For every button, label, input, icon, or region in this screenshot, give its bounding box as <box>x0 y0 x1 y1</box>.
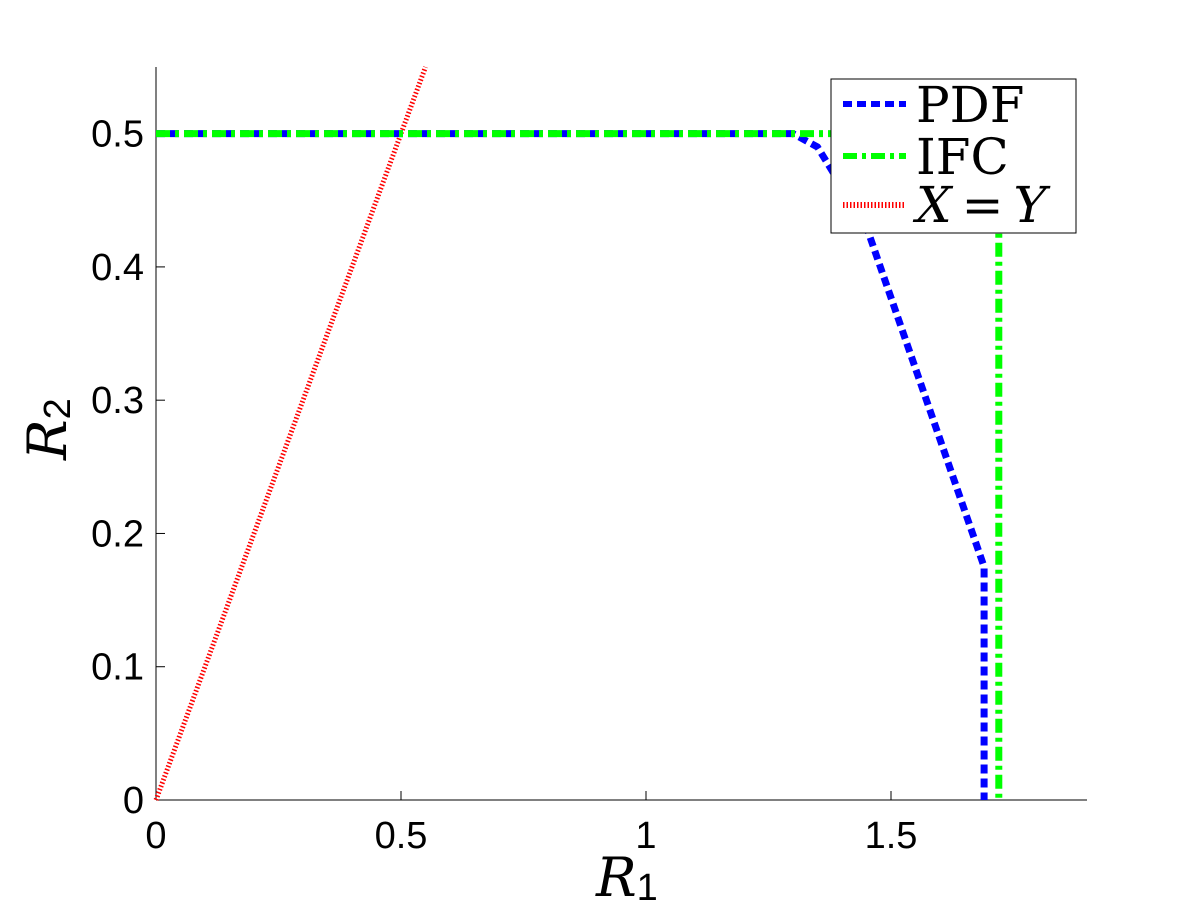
legend-label-pdf: PDF <box>916 76 1024 134</box>
y-axis-label: R2 <box>16 398 79 461</box>
y-tick-label: 0.5 <box>91 114 144 156</box>
x-tick-label: 0 <box>145 815 166 857</box>
series-line-x-y <box>153 66 428 801</box>
legend: PDF IFC X = Y <box>830 76 1077 234</box>
y-tick-label: 0.1 <box>91 647 144 689</box>
legend-label-ifc: IFC <box>916 128 1009 186</box>
tick-labels: 0 0.5 1 1.5 0 0.1 0.2 0.3 0.4 0.5 <box>91 114 917 857</box>
x-tick-label: 1.5 <box>865 815 918 857</box>
y-tick-label: 0.3 <box>91 380 144 422</box>
legend-label-xy: X = Y <box>912 176 1051 234</box>
y-tick-label: 0.4 <box>91 247 144 289</box>
y-tick-label: 0 <box>123 780 144 822</box>
x-tick-label: 1 <box>635 815 656 857</box>
x-axis-label-subscript: 1 <box>637 867 658 900</box>
y-tick-label: 0.2 <box>91 513 144 555</box>
x-tick-label: 0.5 <box>375 815 428 857</box>
x-axis-label: R1 <box>595 846 658 900</box>
y-axis-label-subscript: 2 <box>37 398 79 419</box>
